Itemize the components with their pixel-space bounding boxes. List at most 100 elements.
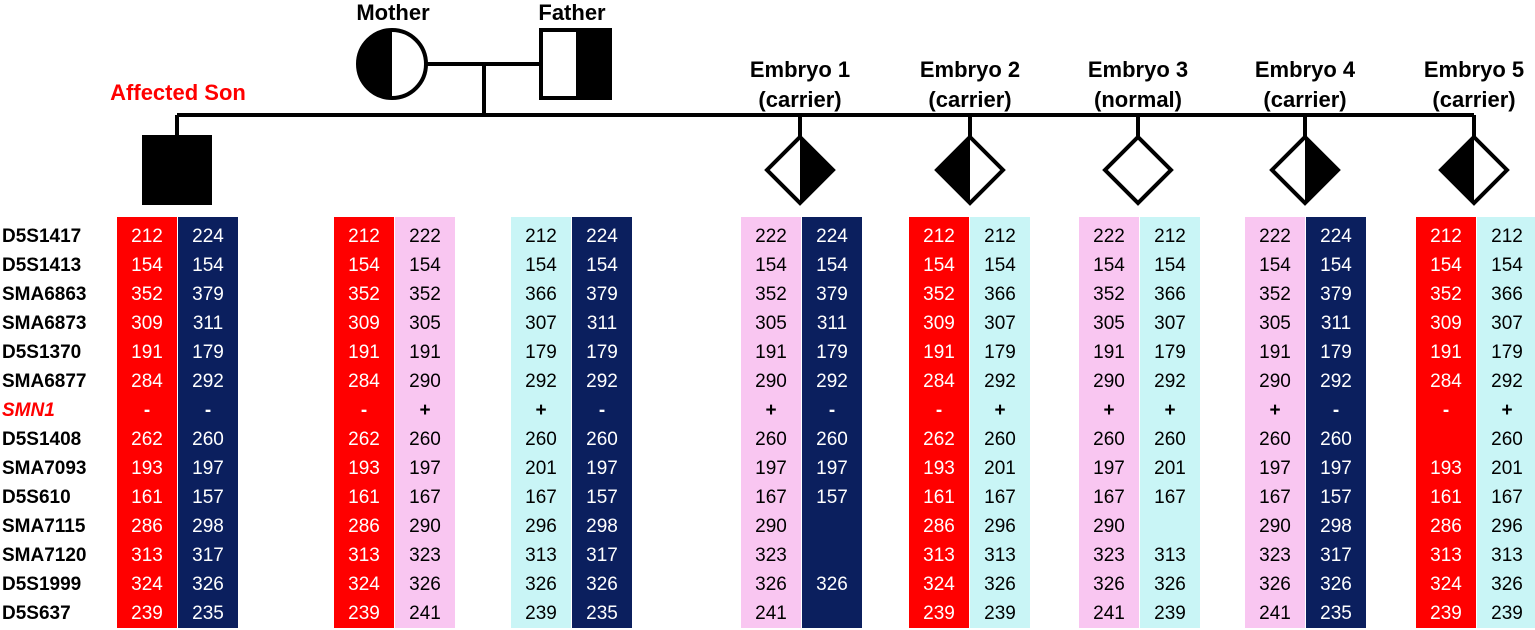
- allele-cell: 193: [348, 458, 380, 479]
- marker-label: D5S1999: [2, 573, 82, 595]
- embryo-1-symbol: [764, 115, 836, 206]
- allele-cell: 326: [1491, 574, 1523, 595]
- embryo-2-name: Embryo 2: [920, 57, 1020, 82]
- allele-cell: 366: [525, 284, 557, 305]
- allele-cell: 239: [1154, 603, 1186, 624]
- allele-cell: 323: [409, 545, 441, 566]
- allele-cell: 352: [1259, 284, 1291, 305]
- allele-cell: 154: [755, 255, 787, 276]
- allele-cell: 286: [348, 516, 380, 537]
- allele-cell: 212: [923, 226, 955, 247]
- allele-cell: +: [765, 400, 777, 421]
- allele-cell: 191: [1430, 342, 1462, 363]
- allele-cell: 292: [192, 371, 224, 392]
- allele-cell: 235: [192, 603, 224, 624]
- allele-cell: 212: [525, 226, 557, 247]
- embryo-1-status: (carrier): [758, 87, 841, 112]
- allele-cell: 317: [1320, 545, 1352, 566]
- allele-cell: 161: [348, 487, 380, 508]
- allele-cell: 193: [131, 458, 163, 479]
- allele-cell: 212: [131, 226, 163, 247]
- allele-cell: 167: [1259, 487, 1291, 508]
- allele-cell: 324: [923, 574, 955, 595]
- allele-cell: 239: [525, 603, 557, 624]
- allele-cell: [802, 599, 862, 628]
- allele-cell: -: [1332, 400, 1340, 421]
- embryo-1-name: Embryo 1: [750, 57, 850, 82]
- allele-cell: +: [1501, 400, 1513, 421]
- allele-cell: 260: [816, 429, 848, 450]
- allele-cell: 191: [923, 342, 955, 363]
- allele-cell: 307: [525, 313, 557, 334]
- allele-cell: 352: [348, 284, 380, 305]
- allele-cell: 292: [586, 371, 618, 392]
- allele-cell: 352: [409, 284, 441, 305]
- allele-cell: 311: [586, 313, 618, 334]
- allele-cell: 292: [1491, 371, 1523, 392]
- embryo2-hap-1-column: 212 154 352 309 191 284 - 262 193 161 286 313 324 239: [909, 217, 969, 628]
- allele-cell: 307: [1491, 313, 1523, 334]
- embryo-2-status: (carrier): [928, 87, 1011, 112]
- father-label: Father: [538, 0, 606, 25]
- allele-cell: 313: [1154, 545, 1186, 566]
- allele-cell: 191: [348, 342, 380, 363]
- embryo-4-status: (carrier): [1263, 87, 1346, 112]
- allele-cell: 309: [348, 313, 380, 334]
- embryo-5-symbol: [1438, 115, 1510, 206]
- allele-cell: -: [143, 400, 151, 421]
- marker-label: SMN1: [2, 399, 55, 421]
- father-symbol: [539, 28, 612, 100]
- allele-cell: +: [994, 400, 1006, 421]
- embryo-5-name: Embryo 5: [1424, 57, 1524, 82]
- allele-cell: 326: [409, 574, 441, 595]
- allele-cell: 262: [348, 429, 380, 450]
- allele-cell: 352: [1093, 284, 1125, 305]
- allele-cell: 352: [755, 284, 787, 305]
- allele-cell: 154: [192, 255, 224, 276]
- allele-cell: 201: [525, 458, 557, 479]
- allele-cell: 222: [1259, 226, 1291, 247]
- allele-cell: 154: [1430, 255, 1462, 276]
- allele-cell: 224: [1320, 226, 1352, 247]
- allele-cell: 224: [816, 226, 848, 247]
- allele-cell: [802, 541, 862, 570]
- allele-cell: 305: [1259, 313, 1291, 334]
- allele-cell: 191: [409, 342, 441, 363]
- allele-cell: 366: [1491, 284, 1523, 305]
- allele-cell: 323: [1093, 545, 1125, 566]
- allele-cell: 284: [1430, 371, 1462, 392]
- allele-cell: 284: [131, 371, 163, 392]
- affected-son-symbol: [142, 135, 212, 205]
- allele-cell: 212: [1430, 226, 1462, 247]
- allele-cell: 239: [984, 603, 1016, 624]
- allele-cell: -: [360, 400, 368, 421]
- allele-cell: 324: [348, 574, 380, 595]
- allele-cell: [802, 512, 862, 541]
- allele-cell: 235: [586, 603, 618, 624]
- allele-cell: 154: [923, 255, 955, 276]
- allele-cell: 260: [755, 429, 787, 450]
- allele-cell: 212: [984, 226, 1016, 247]
- allele-cell: 154: [409, 255, 441, 276]
- allele-cell: 222: [755, 226, 787, 247]
- allele-cell: 292: [984, 371, 1016, 392]
- allele-cell: 167: [409, 487, 441, 508]
- mother-hap-1-column: 212 154 352 309 191 284 - 262 193 161 286 313 324 239: [334, 217, 394, 628]
- allele-cell: 292: [525, 371, 557, 392]
- allele-cell: 260: [1491, 429, 1523, 450]
- allele-cell: 201: [984, 458, 1016, 479]
- son-hap-1-column: 212 154 352 309 191 284 - 262 193 161 286 313 324 239: [117, 217, 177, 628]
- allele-cell: 352: [1430, 284, 1462, 305]
- allele-cell: 323: [1259, 545, 1291, 566]
- allele-cell: 260: [1093, 429, 1125, 450]
- allele-cell: 154: [816, 255, 848, 276]
- allele-cell: 286: [131, 516, 163, 537]
- allele-cell: 326: [192, 574, 224, 595]
- allele-cell: 309: [1430, 313, 1462, 334]
- allele-cell: 290: [755, 371, 787, 392]
- allele-cell: 154: [984, 255, 1016, 276]
- allele-cell: 260: [984, 429, 1016, 450]
- mother-label: Mother: [356, 0, 430, 25]
- allele-cell: 313: [1430, 545, 1462, 566]
